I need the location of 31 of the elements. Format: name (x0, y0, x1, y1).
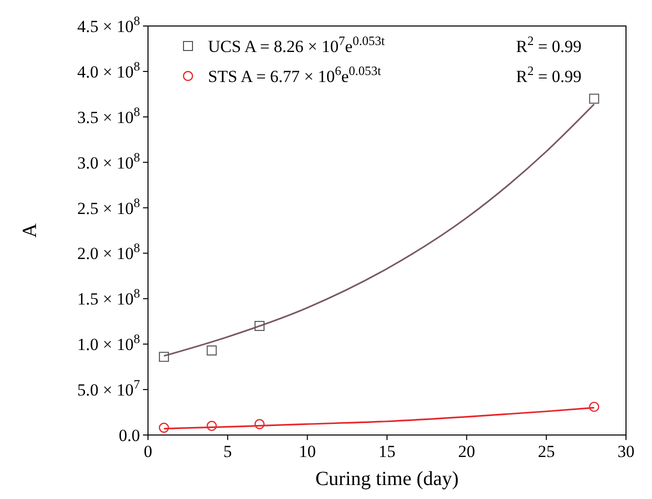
y-tick-label: 2.0 × 10$^{8}$ (77, 241, 140, 264)
y-tick-label: 1.0 × 10$^{8}$ (77, 332, 140, 354)
point (206, 420, 217, 432)
y-tick-label: 3.5 × 10$^{8}$ (77, 104, 140, 127)
y-axis-title: A (19, 222, 41, 238)
x-tick-label: 0 (144, 442, 152, 461)
point (589, 94, 600, 104)
x-tick-label: 5 (223, 442, 232, 461)
y-tick-label: 5.0 × 10$^{7}$ (77, 378, 140, 400)
x-tick-label: 15 (378, 442, 396, 461)
x-tick-label: 20 (458, 442, 476, 461)
point (589, 402, 600, 412)
point (206, 345, 217, 356)
y-tick-label: 4.5 × 10$^{8}$ (77, 14, 140, 36)
point (158, 352, 169, 362)
point (254, 418, 265, 430)
legend-label: UCS A = 8.26 × 10$^{7}$e$^{0.053t}$ (208, 34, 386, 56)
annotation: R$^{2}$ = 0.99 (516, 34, 582, 56)
y-tick-label: 2.5 × 10$^{8}$ (77, 196, 140, 218)
y-tick-label: 0.0 (118, 426, 140, 445)
annotation: R$^{2}$ = 0.99 (516, 64, 582, 86)
x-tick-label: 25 (538, 442, 555, 461)
y-tick-label: 3.0 × 10$^{8}$ (77, 150, 140, 172)
point (158, 422, 170, 433)
x-tick-label: 10 (298, 442, 316, 461)
y-tick-label: 4.0 × 10$^{8}$ (77, 59, 140, 82)
y-tick-label: 1.5 × 10$^{8}$ (77, 286, 140, 309)
x-tick-label: 30 (618, 442, 634, 461)
x-axis-title: Curing time (day) (315, 468, 459, 490)
point (254, 320, 265, 331)
legend-label: STS A = 6.77 × 10$^{6}$e$^{0.053t}$ (208, 64, 382, 86)
